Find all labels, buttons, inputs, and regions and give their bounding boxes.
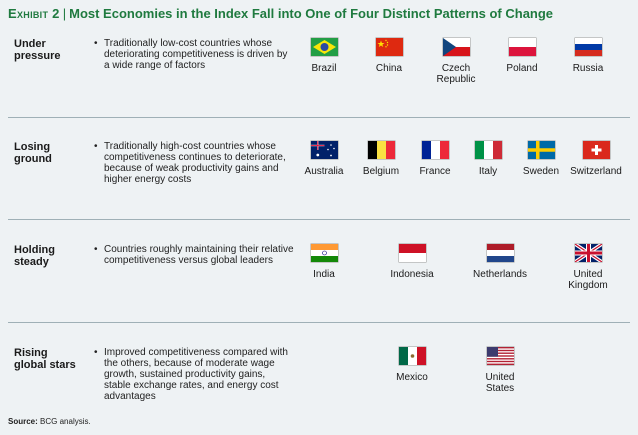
source-label: Source: bbox=[8, 417, 38, 426]
country-name: United States bbox=[485, 372, 515, 394]
country-sweden: Sweden bbox=[509, 141, 573, 177]
usa-flag-icon bbox=[486, 347, 514, 365]
row-description-text: Traditionally low-cost countries whose d… bbox=[104, 38, 288, 71]
country-name: Poland bbox=[506, 63, 538, 74]
country-belgium: Belgium bbox=[349, 141, 413, 177]
row-rising-global-stars: Rising global stars • Improved competiti… bbox=[8, 347, 630, 407]
country-mexico: Mexico bbox=[380, 347, 444, 383]
row-description: • Countries roughly maintaining their re… bbox=[94, 244, 294, 266]
row-label: Holding steady bbox=[14, 244, 55, 268]
country-italy: Italy bbox=[456, 141, 520, 177]
row-label: Under pressure bbox=[14, 38, 61, 62]
country-russia: Russia bbox=[556, 38, 620, 74]
row-losing-ground: Losing ground • Traditionally high-cost … bbox=[8, 141, 630, 211]
czech-flag-icon bbox=[442, 38, 470, 56]
exhibit-title-text: Most Economies in the Index Fall into On… bbox=[69, 6, 554, 21]
row-label: Rising global stars bbox=[14, 347, 76, 371]
country-china: China bbox=[357, 38, 421, 74]
source-text: BCG analysis. bbox=[40, 417, 91, 426]
australia-flag-icon bbox=[310, 141, 338, 159]
row-description: • Traditionally high-cost countries whos… bbox=[94, 141, 294, 185]
country-name: Belgium bbox=[362, 166, 400, 177]
mexico-flag-icon bbox=[398, 347, 426, 365]
row-description-text: Countries roughly maintaining their rela… bbox=[104, 244, 294, 266]
switzerland-flag-icon bbox=[582, 141, 610, 159]
russia-flag-icon bbox=[574, 38, 602, 56]
brazil-flag-icon bbox=[310, 38, 338, 56]
country-czech-republic: Czech Republic bbox=[424, 38, 488, 85]
country-name: Russia bbox=[572, 63, 604, 74]
country-india: India bbox=[292, 244, 356, 280]
country-switzerland: Switzerland bbox=[564, 141, 628, 177]
country-australia: Australia bbox=[292, 141, 356, 177]
india-flag-icon bbox=[310, 244, 338, 262]
italy-flag-icon bbox=[474, 141, 502, 159]
sweden-flag-icon bbox=[527, 141, 555, 159]
country-name: Netherlands bbox=[473, 269, 527, 280]
country-brazil: Brazil bbox=[292, 38, 356, 74]
netherlands-flag-icon bbox=[486, 244, 514, 262]
poland-flag-icon bbox=[508, 38, 536, 56]
country-name: France bbox=[419, 166, 451, 177]
country-name: United Kingdom bbox=[568, 269, 608, 291]
country-name: Switzerland bbox=[570, 166, 622, 177]
country-name: Indonesia bbox=[390, 269, 434, 280]
row-description-text: Improved competitiveness compared with t… bbox=[104, 347, 288, 402]
belgium-flag-icon bbox=[367, 141, 395, 159]
country-name: China bbox=[375, 63, 403, 74]
bullet: • bbox=[94, 244, 98, 255]
row-description: • Traditionally low-cost countries whose… bbox=[94, 38, 294, 71]
row-holding-steady: Holding steady • Countries roughly maint… bbox=[8, 244, 630, 314]
france-flag-icon bbox=[421, 141, 449, 159]
row-description: • Improved competitiveness compared with… bbox=[94, 347, 294, 402]
row-divider bbox=[8, 219, 630, 220]
country-netherlands: Netherlands bbox=[468, 244, 532, 280]
country-name: Sweden bbox=[522, 166, 560, 177]
bullet: • bbox=[94, 347, 98, 358]
indonesia-flag-icon bbox=[398, 244, 426, 262]
country-france: France bbox=[403, 141, 467, 177]
uk-flag-icon bbox=[574, 244, 602, 262]
row-description-text: Traditionally high-cost countries whose … bbox=[104, 141, 286, 185]
exhibit-number: Exhibit 2 bbox=[8, 6, 60, 21]
bullet: • bbox=[94, 141, 98, 152]
country-poland: Poland bbox=[490, 38, 554, 74]
country-united-kingdom: United Kingdom bbox=[556, 244, 620, 291]
title-separator: | bbox=[62, 6, 67, 21]
country-united-states: United States bbox=[468, 347, 532, 394]
row-label: Losing ground bbox=[14, 141, 52, 165]
country-name: Australia bbox=[304, 166, 344, 177]
china-flag-icon bbox=[375, 38, 403, 56]
row-under-pressure: Under pressure • Traditionally low-cost … bbox=[8, 38, 630, 108]
row-divider bbox=[8, 322, 630, 323]
country-name: Czech Republic bbox=[436, 63, 476, 85]
country-name: Italy bbox=[478, 166, 498, 177]
row-divider bbox=[8, 117, 630, 118]
source-note: Source: BCG analysis. bbox=[8, 417, 91, 426]
bullet: • bbox=[94, 38, 98, 49]
country-name: India bbox=[313, 269, 335, 280]
country-name: Brazil bbox=[311, 63, 337, 74]
country-indonesia: Indonesia bbox=[380, 244, 444, 280]
exhibit-title: Exhibit 2 | Most Economies in the Index Fa… bbox=[8, 6, 630, 21]
country-name: Mexico bbox=[396, 372, 428, 383]
